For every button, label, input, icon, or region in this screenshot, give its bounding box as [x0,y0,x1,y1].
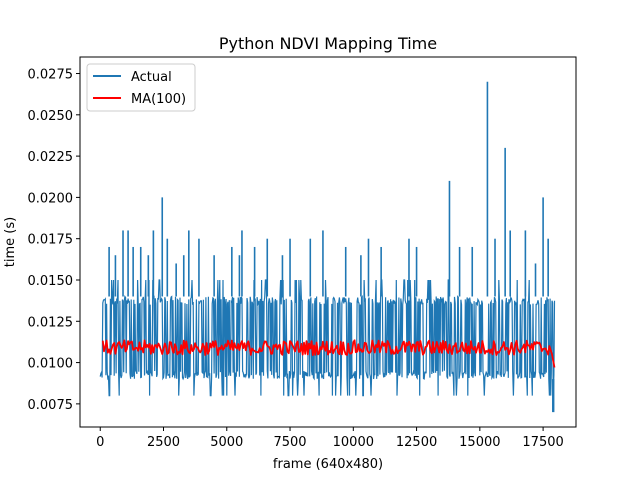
legend: Actual MA(100) [86,63,196,112]
y-tick-label: 0.0075 [28,398,74,413]
y-axis-label: time (s) [3,217,18,267]
y-tick-label: 0.0250 [28,109,74,124]
legend-label-ma: MA(100) [131,92,186,107]
x-tick-label: 15000 [459,435,500,450]
x-axis-label: frame (640x480) [273,457,383,472]
x-tick-label: 7500 [273,435,306,450]
y-tick-label: 0.0150 [28,274,74,289]
y-tick-label: 0.0100 [28,357,74,372]
x-tick-label: 0 [96,435,104,450]
x-tick-label: 10000 [333,435,374,450]
x-axis-ticks: 0 2500 5000 7500 10000 12500 15000 17500 [96,427,564,450]
x-tick-label: 5000 [210,435,243,450]
y-tick-label: 0.0125 [28,315,74,330]
x-tick-label: 12500 [396,435,437,450]
y-tick-label: 0.0175 [28,233,74,248]
y-tick-label: 0.0200 [28,191,74,206]
series-ma-line [101,339,556,368]
chart-title: Python NDVI Mapping Time [219,34,437,53]
y-tick-label: 0.0225 [28,150,74,165]
legend-label-actual: Actual [131,70,172,85]
y-tick-label: 0.0275 [28,68,74,83]
x-tick-label: 17500 [522,435,563,450]
axes-frame [79,56,577,428]
x-tick-label: 2500 [147,435,180,450]
y-axis-ticks: 0.0075 0.0100 0.0125 0.0150 0.0175 0.0200 0.02… [28,68,80,413]
series-layer [99,81,556,413]
